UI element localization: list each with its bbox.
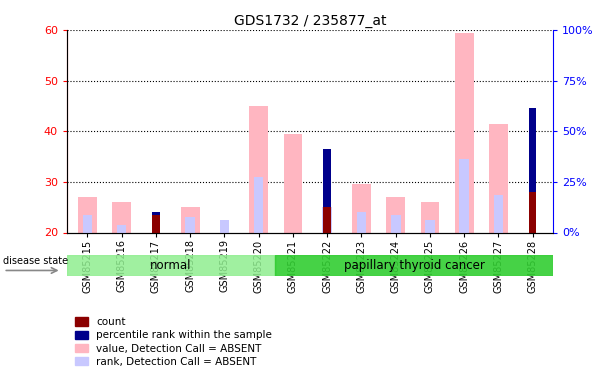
- Title: GDS1732 / 235877_at: GDS1732 / 235877_at: [234, 13, 386, 28]
- Bar: [275, 255, 553, 276]
- Bar: [112, 202, 131, 232]
- Text: disease state: disease state: [4, 256, 69, 266]
- Bar: [357, 212, 366, 232]
- Bar: [460, 159, 469, 232]
- Bar: [67, 255, 275, 276]
- Bar: [529, 108, 536, 192]
- Bar: [219, 220, 229, 232]
- Text: normal: normal: [150, 259, 192, 272]
- Bar: [181, 207, 199, 232]
- Bar: [386, 197, 405, 232]
- Bar: [249, 106, 268, 232]
- Bar: [152, 215, 160, 232]
- Bar: [323, 149, 331, 232]
- Bar: [494, 195, 503, 232]
- Bar: [391, 215, 401, 232]
- Bar: [421, 202, 440, 232]
- Bar: [152, 212, 160, 215]
- Bar: [529, 108, 536, 232]
- Bar: [117, 225, 126, 232]
- Bar: [78, 197, 97, 232]
- Bar: [323, 149, 331, 207]
- Text: papillary thyroid cancer: papillary thyroid cancer: [344, 259, 485, 272]
- Bar: [352, 184, 371, 232]
- Bar: [425, 220, 435, 232]
- Legend: count, percentile rank within the sample, value, Detection Call = ABSENT, rank, : count, percentile rank within the sample…: [72, 314, 275, 370]
- Bar: [83, 215, 92, 232]
- Bar: [489, 124, 508, 232]
- Bar: [254, 177, 263, 232]
- Bar: [455, 33, 474, 232]
- Bar: [283, 134, 302, 232]
- Bar: [185, 217, 195, 232]
- Bar: [322, 207, 332, 232]
